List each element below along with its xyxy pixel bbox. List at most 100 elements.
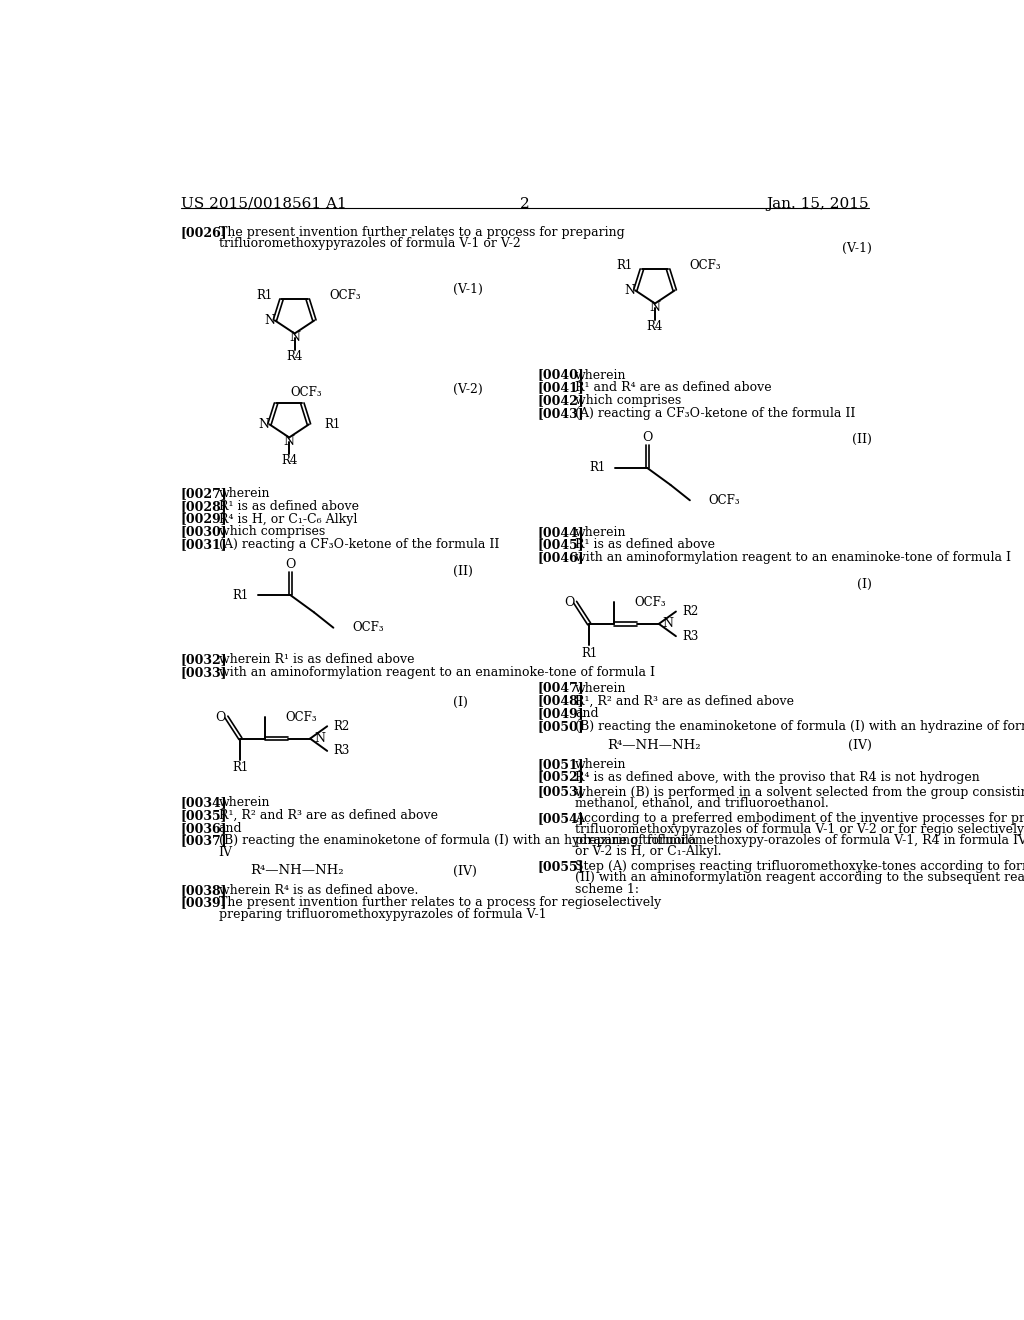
Text: [0052]: [0052] [538, 771, 584, 784]
Text: Step (A) comprises reacting trifluoromethoxyke-tones according to formula: Step (A) comprises reacting trifluoromet… [575, 861, 1024, 874]
Text: [0035]: [0035] [180, 809, 227, 822]
Text: OCF₃: OCF₃ [690, 259, 722, 272]
Text: [0045]: [0045] [538, 539, 584, 552]
Text: N: N [284, 434, 295, 447]
Text: (V-2): (V-2) [454, 383, 483, 396]
Text: [0055]: [0055] [538, 861, 584, 874]
Text: [0047]: [0047] [538, 681, 584, 694]
Text: [0040]: [0040] [538, 368, 584, 381]
Text: [0041]: [0041] [538, 381, 584, 395]
Text: which comprises: which comprises [575, 395, 681, 407]
Text: [0042]: [0042] [538, 395, 584, 407]
Text: wherein (B) is performed in a solvent selected from the group consisting of: wherein (B) is performed in a solvent se… [575, 785, 1024, 799]
Text: R4: R4 [281, 454, 297, 467]
Text: (IV): (IV) [454, 865, 477, 878]
Text: N: N [649, 301, 660, 314]
Text: [0033]: [0033] [180, 665, 227, 678]
Text: (II) with an aminoformylation reagent according to the subsequent reaction: (II) with an aminoformylation reagent ac… [575, 871, 1024, 884]
Text: scheme 1:: scheme 1: [575, 883, 639, 895]
Text: [0034]: [0034] [180, 796, 227, 809]
Text: R⁴—NH—NH₂: R⁴—NH—NH₂ [607, 739, 700, 751]
Text: with an aminoformylation reagent to an enaminoke-tone of formula I: with an aminoformylation reagent to an e… [219, 665, 654, 678]
Text: [0054]: [0054] [538, 812, 584, 825]
Text: [0037]: [0037] [180, 834, 227, 847]
Text: OCF₃: OCF₃ [291, 387, 323, 399]
Text: [0048]: [0048] [538, 694, 584, 708]
Text: The present invention further relates to a process for regioselectively: The present invention further relates to… [219, 896, 660, 909]
Text: [0030]: [0030] [180, 525, 227, 539]
Text: [0028]: [0028] [180, 500, 227, 513]
Text: R⁴ is as defined above, with the proviso that R4 is not hydrogen: R⁴ is as defined above, with the proviso… [575, 771, 980, 784]
Text: R1: R1 [325, 418, 341, 430]
Text: [0051]: [0051] [538, 758, 584, 771]
Text: [0039]: [0039] [180, 896, 227, 909]
Text: R¹, R² and R³ are as defined above: R¹, R² and R³ are as defined above [575, 694, 795, 708]
Text: wherein: wherein [575, 368, 627, 381]
Text: [0029]: [0029] [180, 512, 227, 525]
Text: N: N [625, 284, 635, 297]
Text: IV: IV [219, 846, 232, 858]
Text: (V-1): (V-1) [454, 284, 483, 296]
Text: [0026]: [0026] [180, 226, 227, 239]
Text: O: O [286, 558, 296, 572]
Text: R3: R3 [334, 744, 350, 758]
Text: [0043]: [0043] [538, 407, 584, 420]
Text: According to a preferred embodiment of the inventive processes for preparing: According to a preferred embodiment of t… [575, 812, 1024, 825]
Text: OCF₃: OCF₃ [330, 289, 361, 302]
Text: trifluoromethoxypyrazoles of formula V-1 or V-2: trifluoromethoxypyrazoles of formula V-1… [219, 238, 520, 251]
Text: (V-1): (V-1) [842, 242, 872, 255]
Text: R1: R1 [232, 762, 249, 775]
Text: OCF₃: OCF₃ [286, 710, 317, 723]
Text: trifluoromethoxypyrazoles of formula V-1 or V-2 or for regio selectively: trifluoromethoxypyrazoles of formula V-1… [575, 822, 1024, 836]
Text: R¹ is as defined above: R¹ is as defined above [219, 500, 358, 513]
Text: which comprises: which comprises [219, 525, 325, 539]
Text: (II): (II) [852, 433, 872, 446]
Text: N: N [314, 733, 325, 744]
Text: (IV): (IV) [848, 739, 872, 751]
Text: methanol, ethanol, and trifluoroethanol.: methanol, ethanol, and trifluoroethanol. [575, 797, 828, 809]
Text: R¹ is as defined above: R¹ is as defined above [575, 539, 715, 552]
Text: [0038]: [0038] [180, 884, 227, 896]
Text: wherein: wherein [575, 525, 627, 539]
Text: [0053]: [0053] [538, 785, 584, 799]
Text: OCF₃: OCF₃ [709, 494, 740, 507]
Text: (I): (I) [857, 578, 872, 590]
Text: wherein R⁴ is as defined above.: wherein R⁴ is as defined above. [219, 884, 418, 896]
Text: wherein: wherein [575, 681, 627, 694]
Text: OCF₃: OCF₃ [634, 595, 666, 609]
Text: (B) reacting the enaminoketone of formula (I) with an hydrazine of formula IV: (B) reacting the enaminoketone of formul… [575, 719, 1024, 733]
Text: wherein: wherein [219, 796, 270, 809]
Text: O: O [215, 710, 225, 723]
Text: preparing trifluoromethoxypy­orazoles of formula V-1, R4 in formula IV, V-1,: preparing trifluoromethoxypy­orazoles of… [575, 834, 1024, 847]
Text: N: N [289, 331, 300, 343]
Text: [0027]: [0027] [180, 487, 227, 500]
Text: wherein R¹ is as defined above: wherein R¹ is as defined above [219, 653, 414, 667]
Text: or V-2 is H, or C₁-Alkyl.: or V-2 is H, or C₁-Alkyl. [575, 845, 722, 858]
Text: R1: R1 [581, 647, 597, 660]
Text: R4: R4 [647, 319, 664, 333]
Text: (II): (II) [454, 565, 473, 578]
Text: and: and [575, 708, 599, 719]
Text: R2: R2 [334, 719, 349, 733]
Text: R1: R1 [589, 462, 605, 474]
Text: Jan. 15, 2015: Jan. 15, 2015 [766, 197, 869, 211]
Text: N: N [663, 618, 674, 631]
Text: with an aminoformylation reagent to an enaminoke-tone of formula I: with an aminoformylation reagent to an e… [575, 552, 1011, 564]
Text: [0044]: [0044] [538, 525, 584, 539]
Text: R2: R2 [682, 605, 698, 618]
Text: wherein: wherein [219, 487, 270, 500]
Text: R4: R4 [287, 350, 303, 363]
Text: R1: R1 [232, 589, 249, 602]
Text: R1: R1 [256, 289, 272, 302]
Text: R¹, R² and R³ are as defined above: R¹, R² and R³ are as defined above [219, 809, 437, 822]
Text: preparing trifluoromethoxypyrazoles of formula V-1: preparing trifluoromethoxypyrazoles of f… [219, 908, 546, 920]
Text: US 2015/0018561 A1: US 2015/0018561 A1 [180, 197, 346, 211]
Text: wherein: wherein [575, 758, 627, 771]
Text: [0049]: [0049] [538, 708, 584, 719]
Text: [0050]: [0050] [538, 719, 584, 733]
Text: [0036]: [0036] [180, 822, 227, 834]
Text: R⁴ is H, or C₁-C₆ Alkyl: R⁴ is H, or C₁-C₆ Alkyl [219, 512, 357, 525]
Text: N: N [264, 314, 274, 327]
Text: (A) reacting a CF₃O-ketone of the formula II: (A) reacting a CF₃O-ketone of the formul… [219, 539, 499, 550]
Text: R¹ and R⁴ are as defined above: R¹ and R⁴ are as defined above [575, 381, 772, 395]
